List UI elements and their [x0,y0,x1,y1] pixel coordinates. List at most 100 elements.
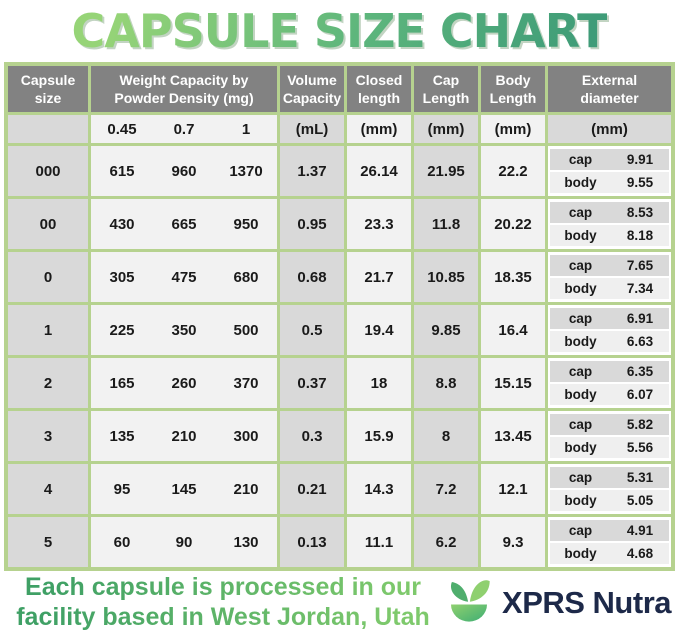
ext-body-value: 5.56 [626,440,654,455]
header-body-length: Body Length [481,66,545,112]
capsule-size-cell: 2 [8,358,88,408]
volume-cell: 0.37 [280,358,344,408]
ext-cap-value: 9.91 [626,152,654,167]
external-diameter-cell: cap 5.31 body 5.05 [548,464,671,514]
brand-name: XPRS Nutra [502,584,671,620]
weight-value: 300 [233,427,259,445]
table-row: 3 135 210 300 0.3 15.9 8 13.45 cap 5.82 … [8,411,671,461]
page-title: CAPSULE SIZE CHART [71,4,609,58]
cap-length-cell: 7.2 [414,464,478,514]
ext-cap-value: 7.65 [626,258,654,273]
header-weight-capacity: Weight Capacity by Powder Density (mg) [91,66,277,112]
cap-length-cell: 21.95 [414,146,478,196]
weight-capacity-cell: 60 90 130 [91,517,277,567]
external-cap-subrow: cap 7.65 [550,255,669,276]
closed-length-cell: 18 [347,358,411,408]
external-body-subrow: body 8.18 [550,225,669,246]
cap-length-cell: 6.2 [414,517,478,567]
ext-body-label: body [564,175,597,190]
weight-value: 430 [109,215,135,233]
ext-cap-value: 8.53 [626,205,654,220]
ext-cap-label: cap [568,364,593,379]
weight-value: 960 [171,162,197,180]
table-row: 1 225 350 500 0.5 19.4 9.85 16.4 cap 6.9… [8,305,671,355]
external-body-subrow: body 4.68 [550,543,669,564]
weight-value: 950 [233,215,259,233]
external-body-subrow: body 9.55 [550,172,669,193]
external-body-subrow: body 5.56 [550,437,669,458]
weight-value: 665 [171,215,197,233]
ext-body-value: 7.34 [626,281,654,296]
ext-body-value: 9.55 [626,175,654,190]
external-body-subrow: body 6.63 [550,331,669,352]
weight-value: 615 [109,162,135,180]
body-length-cell: 13.45 [481,411,545,461]
weight-capacity-cell: 165 260 370 [91,358,277,408]
body-length-cell: 22.2 [481,146,545,196]
unit-body: (mm) [481,115,545,143]
weight-value: 500 [233,321,259,339]
weight-capacity-cell: 225 350 500 [91,305,277,355]
external-diameter-cell: cap 5.82 body 5.56 [548,411,671,461]
header-closed-length: Closed length [347,66,411,112]
capsule-size-cell: 0 [8,252,88,302]
facility-note: Each capsule is processed in our facilit… [8,573,438,632]
external-cap-subrow: cap 6.35 [550,361,669,382]
ext-body-value: 6.63 [626,334,654,349]
body-length-cell: 9.3 [481,517,545,567]
ext-cap-value: 4.91 [626,523,654,538]
ext-body-label: body [564,440,597,455]
weight-value: 135 [109,427,135,445]
closed-length-cell: 14.3 [347,464,411,514]
cap-length-cell: 8 [414,411,478,461]
external-diameter-cell: cap 6.91 body 6.63 [548,305,671,355]
external-cap-subrow: cap 4.91 [550,520,669,541]
external-cap-subrow: cap 5.82 [550,414,669,435]
header-external-diameter: External diameter [548,66,671,112]
ext-cap-label: cap [568,205,593,220]
ext-body-label: body [564,228,597,243]
ext-body-label: body [564,281,597,296]
density-value: 1 [241,120,251,138]
volume-cell: 0.3 [280,411,344,461]
weight-value: 130 [233,533,259,551]
external-diameter-cell: cap 7.65 body 7.34 [548,252,671,302]
closed-length-cell: 15.9 [347,411,411,461]
unit-closed: (mm) [347,115,411,143]
cap-length-cell: 9.85 [414,305,478,355]
capsule-size-cell: 00 [8,199,88,249]
ext-cap-label: cap [568,258,593,273]
table-row: 00 430 665 950 0.95 23.3 11.8 20.22 cap … [8,199,671,249]
weight-value: 145 [171,480,197,498]
ext-body-label: body [564,546,597,561]
table-row: 000 615 960 1370 1.37 26.14 21.95 22.2 c… [8,146,671,196]
weight-value: 370 [233,374,259,392]
table-header-row: Capsule size Weight Capacity by Powder D… [8,66,671,112]
body-length-cell: 18.35 [481,252,545,302]
leaf-bowl-icon [442,573,496,632]
cap-length-cell: 8.8 [414,358,478,408]
volume-cell: 0.68 [280,252,344,302]
density-value: 0.7 [173,120,195,138]
closed-length-cell: 23.3 [347,199,411,249]
title-bar: CAPSULE SIZE CHART [0,0,679,62]
weight-value: 90 [175,533,193,551]
weight-value: 210 [171,427,197,445]
closed-length-cell: 21.7 [347,252,411,302]
external-diameter-cell: cap 9.91 body 9.55 [548,146,671,196]
ext-cap-value: 6.91 [626,311,654,326]
external-diameter-cell: cap 6.35 body 6.07 [548,358,671,408]
ext-body-value: 4.68 [626,546,654,561]
capsule-size-cell: 4 [8,464,88,514]
ext-cap-label: cap [568,523,593,538]
volume-cell: 0.95 [280,199,344,249]
ext-body-value: 8.18 [626,228,654,243]
volume-cell: 1.37 [280,146,344,196]
external-cap-subrow: cap 6.91 [550,308,669,329]
external-diameter-cell: cap 4.91 body 4.68 [548,517,671,567]
weight-capacity-cell: 615 960 1370 [91,146,277,196]
capsule-size-table: Capsule size Weight Capacity by Powder D… [4,62,675,571]
weight-capacity-cell: 135 210 300 [91,411,277,461]
ext-body-label: body [564,334,597,349]
unit-cap: (mm) [414,115,478,143]
